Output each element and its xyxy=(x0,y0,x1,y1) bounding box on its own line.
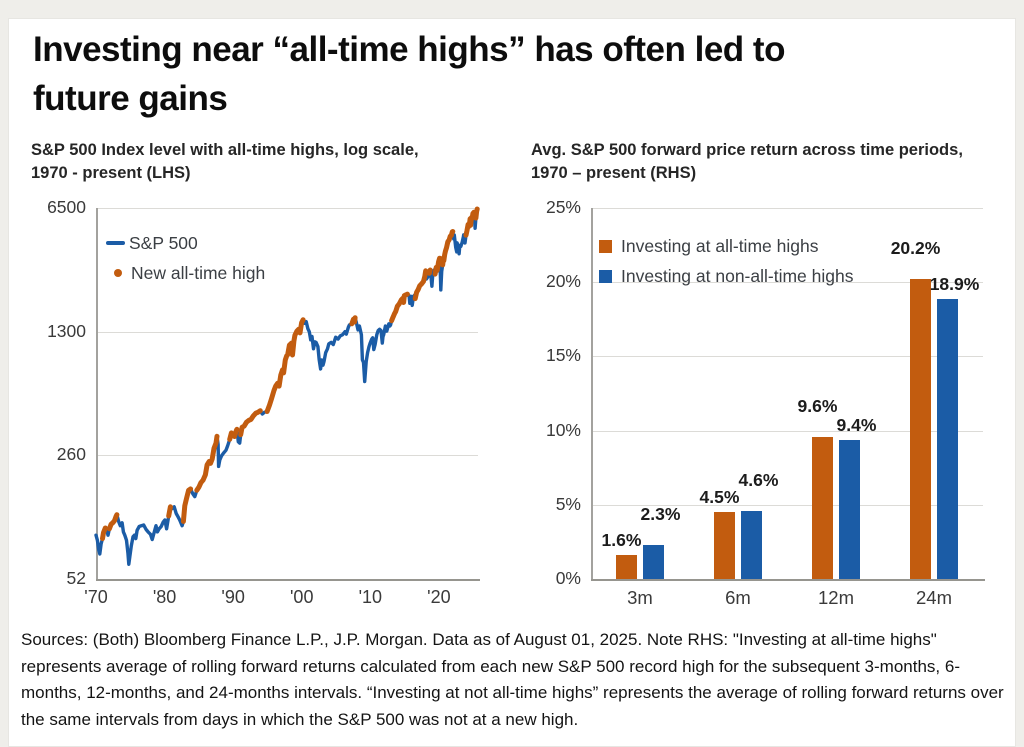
bar-all-time-highs xyxy=(812,436,833,579)
bar-chart-x-tick-label: 24m xyxy=(916,587,952,608)
left-chart-subtitle: S&P 500 Index level with all-time highs,… xyxy=(31,141,419,182)
bar-chart-gridline xyxy=(591,282,983,284)
bar-non-all-time-highs xyxy=(643,544,664,579)
bar-value-label: 4.5% xyxy=(699,487,740,508)
bar-chart-y-tick-label: 0% xyxy=(555,568,581,588)
bar-non-all-time-highs xyxy=(839,439,860,579)
right-chart-subtitle: Avg. S&P 500 forward price return across… xyxy=(531,141,963,182)
bar-chart-y-tick-label: 20% xyxy=(545,271,581,292)
bar-value-label: 4.6% xyxy=(738,469,779,490)
bar-chart-gridline xyxy=(591,208,983,209)
sp500-line-svg xyxy=(94,206,480,566)
title-line-2: future gains xyxy=(33,79,228,118)
line-chart-y-tick-label: 260 xyxy=(56,444,86,465)
bar-value-label: 9.4% xyxy=(836,414,877,435)
legend-label: S&P 500 xyxy=(129,232,198,253)
bar-all-time-highs xyxy=(910,279,931,579)
non-ath-bar-swatch xyxy=(599,269,612,283)
legend-item-nonath-bars: Investing at non-all-time highs xyxy=(599,261,853,291)
bar-chart-x-tick-label: 12m xyxy=(818,587,854,608)
line-chart-y-tick-label: 1300 xyxy=(47,320,86,341)
legend-item-ath: New all-time high xyxy=(106,258,265,288)
line-chart-x-tick-label: '90 xyxy=(221,587,245,607)
legend-label: Investing at all-time highs xyxy=(621,235,819,256)
line-chart-x-tick-label: '80 xyxy=(152,587,177,607)
sp500-line-swatch xyxy=(106,241,125,245)
line-chart-x-tick-label: '20 xyxy=(427,587,451,607)
bar-all-time-highs xyxy=(616,555,637,579)
line-chart-y-axis xyxy=(96,208,98,579)
bar-chart-y-tick-label: 5% xyxy=(555,493,581,514)
bar-chart-y-tick-label: 10% xyxy=(545,419,581,440)
line-chart-gridline xyxy=(96,455,478,457)
bar-chart-gridline xyxy=(591,356,983,358)
line-chart-x-tick-label: '70 xyxy=(84,587,108,607)
bar-chart-y-tick-label: 15% xyxy=(545,345,581,366)
legend-item-ath-bars: Investing at all-time highs xyxy=(599,231,853,261)
bar-chart-y-tick-label: 25% xyxy=(545,197,581,217)
bar-chart-legend: Investing at all-time highs Investing at… xyxy=(599,231,853,291)
bar-chart-y-axis xyxy=(591,208,593,579)
line-chart-x-tick-label: '10 xyxy=(358,587,383,607)
line-chart-y-tick-label: 6500 xyxy=(47,197,86,217)
ath-dot-swatch xyxy=(114,269,122,277)
chart-card: Investing near “all-time highs” has ofte… xyxy=(8,18,1016,747)
legend-label: Investing at non-all-time highs xyxy=(621,265,854,286)
bar-non-all-time-highs xyxy=(937,298,958,579)
line-chart-legend: S&P 500 New all-time high xyxy=(106,228,265,288)
line-chart-y-tick-label: 52 xyxy=(66,568,86,588)
bar-value-label: 9.6% xyxy=(797,395,838,416)
bar-value-label: 2.3% xyxy=(640,503,681,524)
line-chart-x-axis xyxy=(96,579,480,581)
bar-chart-x-axis xyxy=(591,579,985,581)
line-chart-gridline xyxy=(96,331,478,333)
source-note: Sources: (Both) Bloomberg Finance L.P., … xyxy=(21,630,1004,729)
legend-label: New all-time high xyxy=(131,262,266,283)
bar-non-all-time-highs xyxy=(741,510,762,579)
bar-chart-x-tick-label: 3m xyxy=(627,587,653,608)
legend-item-sp500: S&P 500 xyxy=(106,228,265,258)
bar-chart-gridline xyxy=(591,430,983,432)
bar-all-time-highs xyxy=(714,512,735,579)
line-chart-x-tick-label: '00 xyxy=(290,587,314,607)
page-title: Investing near “all-time highs” has ofte… xyxy=(33,25,963,123)
line-chart-gridline xyxy=(96,208,478,209)
ath-bar-swatch xyxy=(599,239,612,253)
title-line-1: Investing near “all-time highs” has ofte… xyxy=(33,30,785,69)
bar-value-label: 20.2% xyxy=(890,238,941,259)
bar-value-label: 1.6% xyxy=(601,530,642,551)
bar-value-label: 18.9% xyxy=(929,273,980,294)
bar-chart-gridline xyxy=(591,504,983,506)
bar-chart-x-tick-label: 6m xyxy=(725,587,751,608)
new-all-time-high-path xyxy=(100,206,480,542)
